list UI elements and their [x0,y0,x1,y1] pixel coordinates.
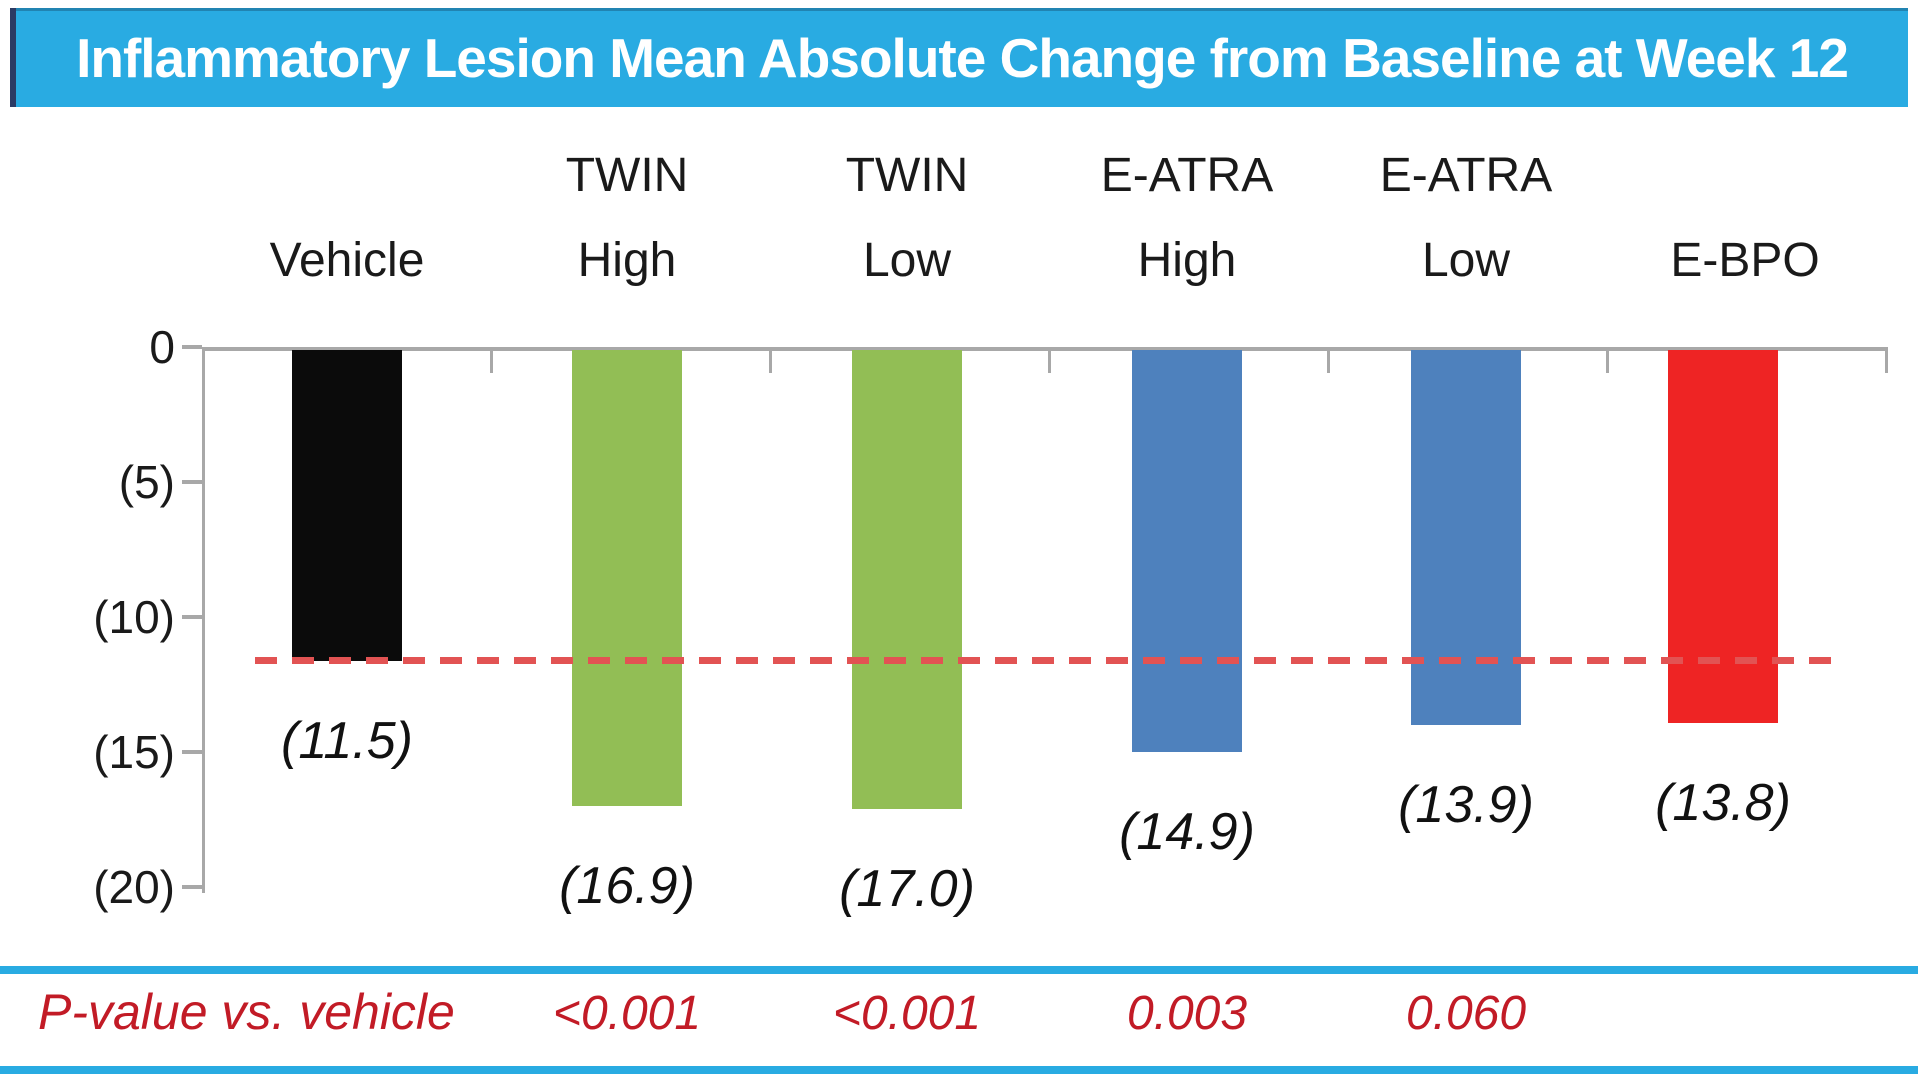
separator-line-top [0,966,1918,974]
value-label-twin-high: (16.9) [559,857,695,916]
bar-eatra-high [1132,350,1242,753]
x-tick [1606,351,1609,373]
value-label-vehicle: (11.5) [281,711,413,770]
p-value-row-label: P-value vs. vehicle [38,984,455,1040]
value-label-ebpo: (13.8) [1655,773,1791,832]
category-label-ebpo: E-BPO [1670,234,1820,287]
bar-twin-high [572,350,682,807]
y-tick-label: (5) [118,456,175,508]
value-label-eatra-high: (14.9) [1119,803,1255,862]
value-label-eatra-low: (13.9) [1398,776,1534,835]
y-tick-label: (10) [93,591,175,643]
bar-twin-low [852,350,962,809]
category-label-twin-high: TWIN High [565,149,689,287]
bar-eatra-low [1411,350,1521,726]
bar-vehicle [292,350,402,661]
bar-ebpo [1668,350,1778,723]
value-label-twin-low: (17.0) [839,860,975,918]
x-tick [769,351,772,373]
y-tick-label: (15) [93,726,175,778]
x-tick [1885,351,1888,373]
x-axis-line [202,347,1888,351]
p-value-eatra-low: 0.060 [1405,987,1527,1040]
y-tick [182,345,202,349]
category-label-eatra-low: E-ATRA Low [1379,149,1553,287]
y-tick [182,480,202,484]
y-axis-line [202,347,205,893]
x-tick [1327,351,1330,373]
x-tick [1048,351,1051,373]
separator-line-bottom [0,1066,1918,1074]
y-tick [182,750,202,754]
chart-title: Inflammatory Lesion Mean Absolute Change… [76,26,1849,89]
p-value-twin-high: <0.001 [552,987,702,1040]
y-tick-label: (20) [93,861,175,913]
category-label-twin-low: TWIN Low [845,149,969,287]
x-tick [490,351,493,373]
category-label-vehicle: Vehicle [269,234,425,287]
y-tick [182,615,202,619]
category-label-eatra-high: E-ATRA High [1100,149,1274,287]
p-value-twin-low: <0.001 [832,987,982,1040]
chart-title-bar: Inflammatory Lesion Mean Absolute Change… [10,8,1908,107]
p-value-eatra-high: 0.003 [1126,987,1248,1040]
reference-line [255,656,1837,664]
y-tick [182,885,202,889]
y-tick-label: 0 [149,321,175,373]
